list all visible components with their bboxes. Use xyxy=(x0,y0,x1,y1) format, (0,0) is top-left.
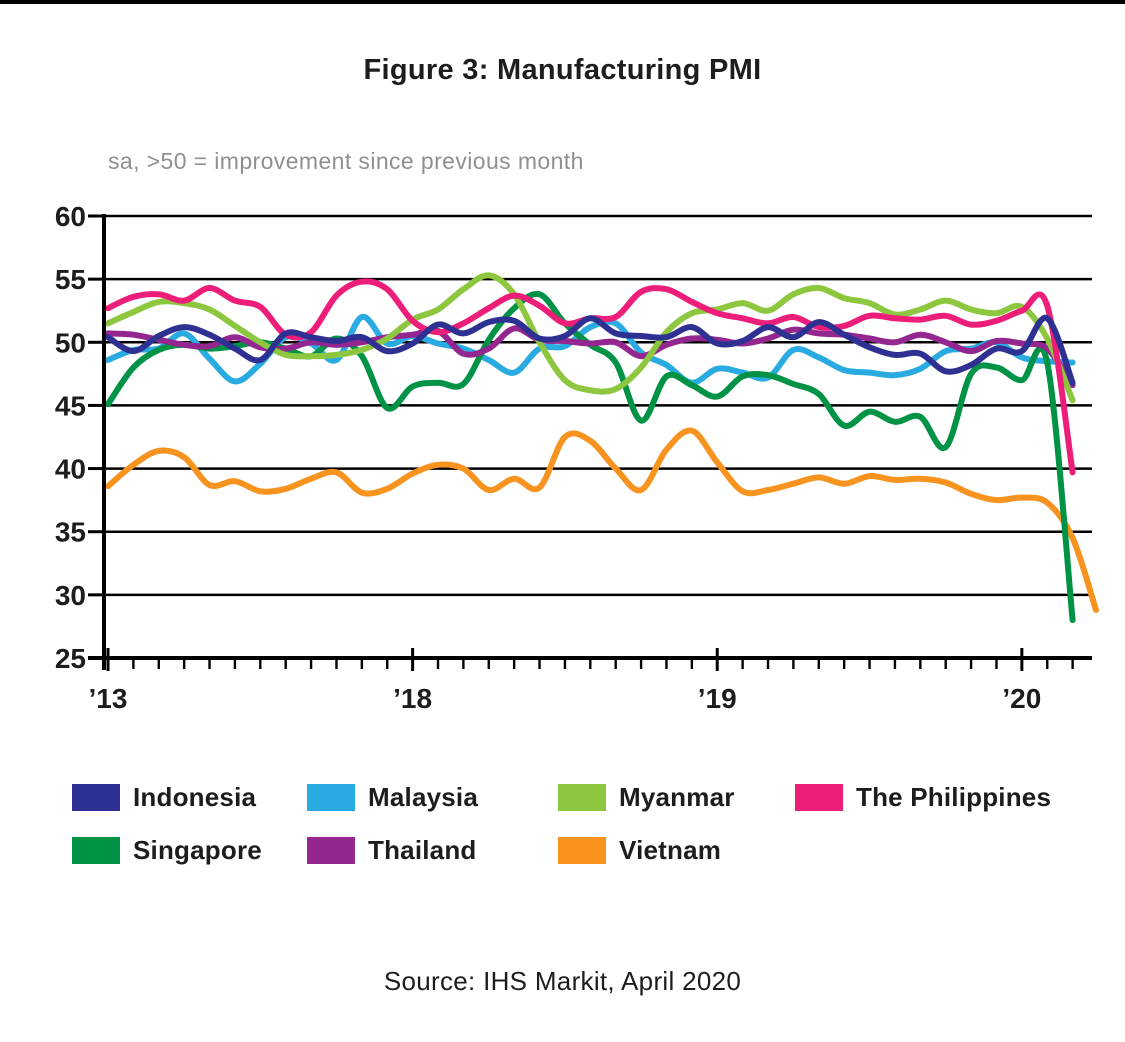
philippines-color-swatch xyxy=(795,784,843,811)
thailand-color-swatch xyxy=(307,837,355,864)
x-axis-label-20: ’20 xyxy=(1002,683,1041,714)
legend-label-singapore: Singapore xyxy=(133,835,262,865)
chart-subtitle: sa, >50 = improvement since previous mon… xyxy=(108,148,584,174)
legend-row-1: Indonesia Malaysia Myanmar The Philippin… xyxy=(72,782,1072,813)
legend-item-singapore: Singapore xyxy=(72,835,307,866)
source-caption: Source: IHS Markit, April 2020 xyxy=(383,966,742,996)
legend-label-vietnam: Vietnam xyxy=(619,835,722,865)
y-axis-label-40: 40 xyxy=(55,454,86,485)
legend-item-thailand: Thailand xyxy=(307,835,558,866)
legend-item-malaysia: Malaysia xyxy=(307,782,558,813)
legend-item-indonesia: Indonesia xyxy=(72,782,307,813)
pmi-line-chart: 60 55 50 45 40 35 30 25’13 ’18 ’19 ’20 xyxy=(55,201,1099,714)
singapore-color-swatch xyxy=(72,837,120,864)
legend-label-indonesia: Indonesia xyxy=(133,782,257,812)
chart-legend: Indonesia Malaysia Myanmar The Philippin… xyxy=(72,782,1072,888)
y-axis-label-50: 50 xyxy=(55,327,86,358)
series-line-indonesia xyxy=(105,314,1076,386)
y-axis-label-60: 60 xyxy=(55,201,86,232)
x-axis-label-19: ’19 xyxy=(698,683,737,714)
chart-title: Figure 3: Manufacturing PMI xyxy=(363,54,762,86)
top-rule-divider xyxy=(0,0,1125,4)
legend-label-thailand: Thailand xyxy=(368,835,477,865)
series-line-vietnam xyxy=(105,427,1099,613)
y-axis-label-25: 25 xyxy=(55,643,86,674)
x-axis-label-18: ’18 xyxy=(393,683,432,714)
legend-label-myanmar: Myanmar xyxy=(619,782,735,812)
series-line-malaysia xyxy=(105,314,1076,386)
x-axis-label-13: ’13 xyxy=(89,683,128,714)
legend-row-2: Singapore Thailand Vietnam xyxy=(72,835,1072,866)
y-axis-label-55: 55 xyxy=(55,264,86,295)
legend-item-myanmar: Myanmar xyxy=(558,782,795,813)
y-axis-label-35: 35 xyxy=(55,517,86,548)
y-axis-label-45: 45 xyxy=(55,390,86,421)
legend-item-philippines: The Philippines xyxy=(795,782,1051,813)
legend-item-vietnam: Vietnam xyxy=(558,835,795,866)
vietnam-color-swatch xyxy=(558,837,606,864)
legend-label-malaysia: Malaysia xyxy=(368,782,479,812)
y-axis-label-30: 30 xyxy=(55,580,86,611)
series-line-myanmar xyxy=(105,272,1076,404)
myanmar-color-swatch xyxy=(558,784,606,811)
legend-label-philippines: The Philippines xyxy=(856,782,1052,812)
malaysia-color-swatch xyxy=(307,784,355,811)
indonesia-color-swatch xyxy=(72,784,120,811)
